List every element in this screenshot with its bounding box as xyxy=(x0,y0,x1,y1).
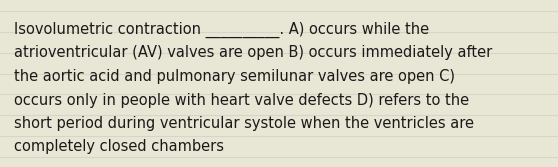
Text: completely closed chambers: completely closed chambers xyxy=(14,139,224,154)
Text: atrioventricular (AV) valves are open B) occurs immediately after: atrioventricular (AV) valves are open B)… xyxy=(14,45,492,60)
Text: the aortic acid and pulmonary semilunar valves are open C): the aortic acid and pulmonary semilunar … xyxy=(14,69,455,84)
Text: occurs only in people with heart valve defects D) refers to the: occurs only in people with heart valve d… xyxy=(14,93,469,108)
Text: Isovolumetric contraction __________. A) occurs while the: Isovolumetric contraction __________. A)… xyxy=(14,22,429,38)
Text: short period during ventricular systole when the ventricles are: short period during ventricular systole … xyxy=(14,116,474,131)
